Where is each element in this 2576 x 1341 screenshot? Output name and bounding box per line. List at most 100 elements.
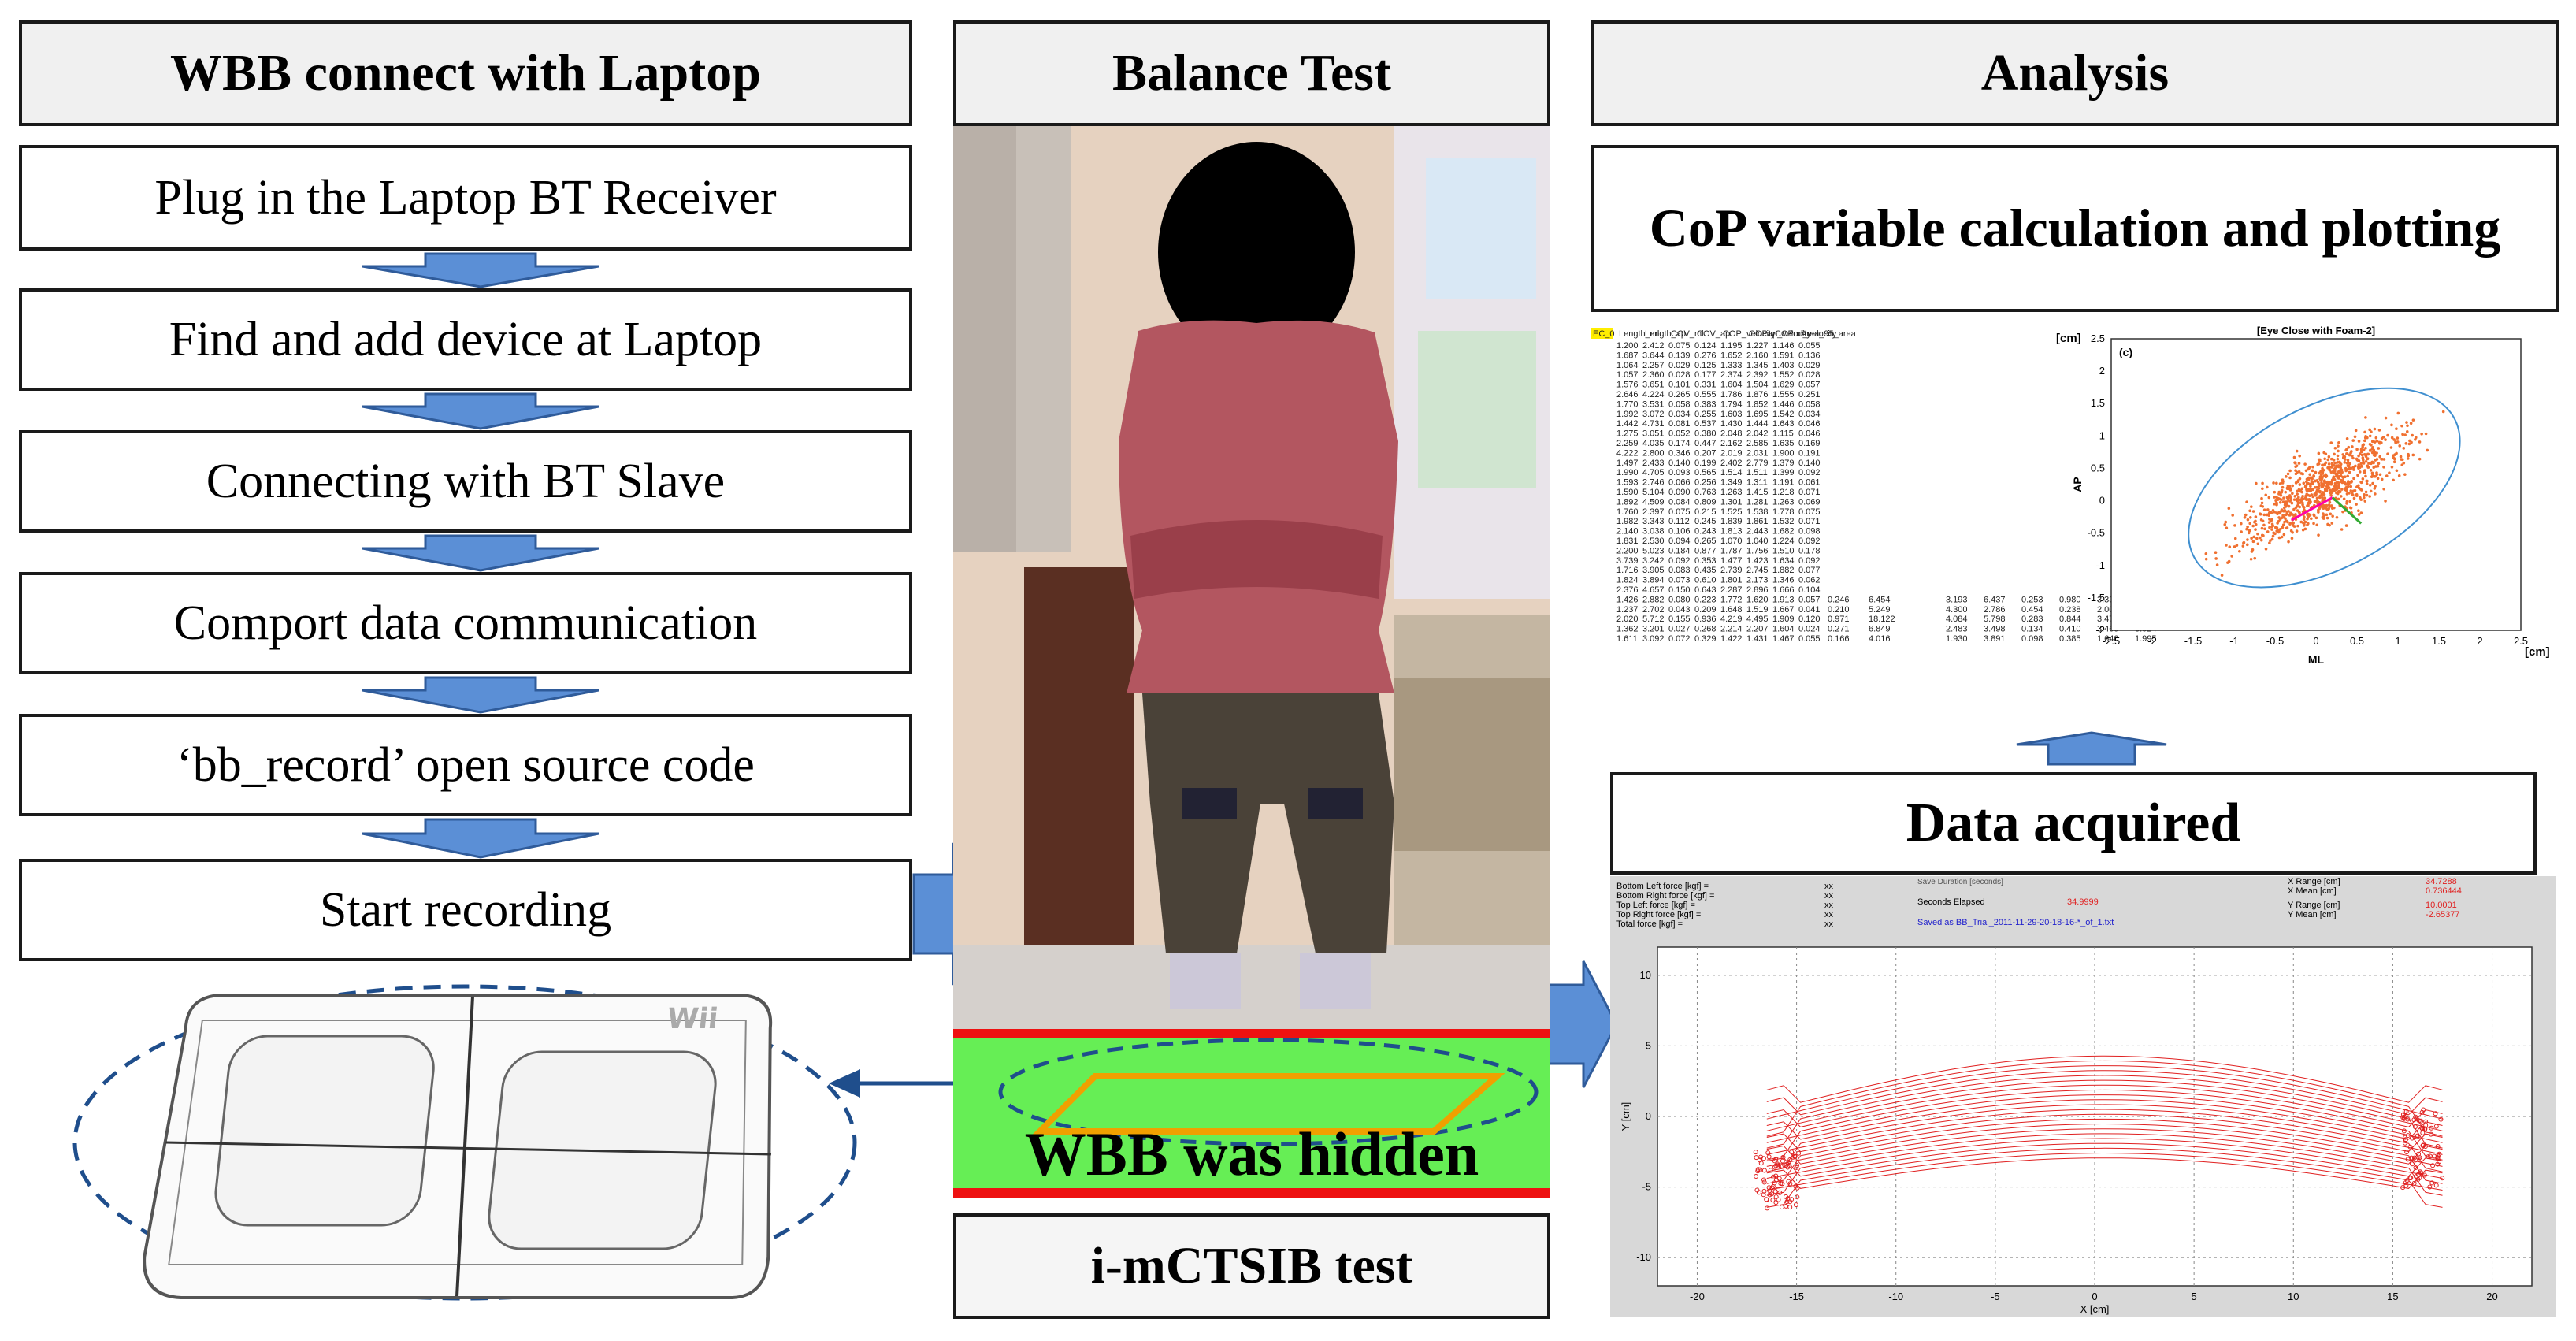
scatter-point bbox=[2276, 512, 2279, 516]
scatter-point bbox=[2372, 466, 2376, 470]
scatter-point bbox=[2254, 522, 2258, 526]
table-cell: 1.861 bbox=[1746, 517, 1769, 526]
y-tick-label: -0.5 bbox=[2088, 527, 2105, 539]
table-cell: 2.746 bbox=[1642, 478, 1665, 488]
scatter-point bbox=[2395, 469, 2399, 473]
table-header: COPml_velocity bbox=[1775, 329, 1837, 339]
scatter-point bbox=[2263, 527, 2266, 531]
table-cell: 0.447 bbox=[1694, 439, 1717, 448]
scatter-point bbox=[2411, 453, 2415, 457]
table-cell: 2.173 bbox=[1746, 576, 1769, 585]
table-cell: 1.431 bbox=[1746, 634, 1769, 644]
scatter-point bbox=[2291, 513, 2294, 516]
table-cell: 0.092 bbox=[1798, 556, 1821, 566]
trace-line bbox=[1766, 1089, 2443, 1161]
scatter-point bbox=[2343, 475, 2347, 479]
scatter-point bbox=[2337, 486, 2340, 490]
scatter-point bbox=[2390, 423, 2393, 427]
scatter-point bbox=[2315, 496, 2319, 500]
table-cell: 0.052 bbox=[1668, 429, 1691, 439]
scatter-point bbox=[2314, 516, 2318, 520]
trace-point bbox=[2422, 1144, 2428, 1150]
table-cell: 3.739 bbox=[1616, 556, 1639, 566]
table-cell: 0.034 bbox=[1798, 410, 1821, 419]
scatter-point bbox=[2324, 489, 2327, 492]
scatter-point bbox=[2316, 462, 2319, 466]
table-cell: 0.090 bbox=[1668, 488, 1691, 497]
scatter-point bbox=[2329, 482, 2333, 486]
trace-line bbox=[1766, 1075, 2443, 1149]
scatter-point bbox=[2296, 470, 2299, 474]
scatter-point bbox=[2375, 473, 2379, 477]
scatter-point bbox=[2317, 511, 2320, 514]
scatter-point bbox=[2307, 522, 2310, 526]
scatter-point bbox=[2315, 523, 2319, 527]
scatter-point bbox=[2330, 465, 2334, 469]
table-cell: 2.020 bbox=[1616, 615, 1639, 624]
x-tick-label: 15 bbox=[2387, 1291, 2398, 1302]
table-cell: 0.058 bbox=[1798, 399, 1821, 409]
table-cell: 0.209 bbox=[1694, 605, 1717, 615]
scatter-point bbox=[2346, 461, 2350, 464]
table-cell: 4.016 bbox=[1869, 634, 1891, 644]
trace-point bbox=[1793, 1202, 1798, 1208]
table-cell: 2.739 bbox=[1720, 566, 1743, 575]
trace-point bbox=[1773, 1200, 1779, 1205]
scatter-point bbox=[2368, 442, 2372, 446]
scatter-point bbox=[2298, 483, 2302, 486]
table-cell: 1.992 bbox=[1616, 410, 1639, 419]
scatter-point bbox=[2254, 528, 2257, 531]
scatter-point bbox=[2223, 522, 2227, 526]
scatter-point bbox=[2351, 445, 2354, 448]
scatter-point bbox=[2275, 496, 2278, 499]
x-tick-label: 0 bbox=[2313, 635, 2318, 647]
trace-line bbox=[1766, 1152, 2443, 1191]
table-cell: 1.519 bbox=[1746, 605, 1769, 615]
table-cell: 0.385 bbox=[2059, 634, 2081, 644]
table-cell: 1.900 bbox=[1772, 448, 1795, 458]
scatter-point bbox=[2285, 526, 2289, 529]
trace-point bbox=[1789, 1150, 1795, 1155]
trace-line bbox=[1766, 1055, 2443, 1103]
scatter-point bbox=[2329, 457, 2333, 461]
table-cell: 1.813 bbox=[1720, 527, 1743, 537]
y-tick-label: 2 bbox=[2099, 365, 2105, 377]
table-cell: 1.532 bbox=[1772, 517, 1795, 526]
table-cell: 1.778 bbox=[1772, 507, 1795, 517]
scatter-point bbox=[2301, 495, 2304, 498]
scatter-point bbox=[2328, 468, 2332, 472]
table-cell: 1.794 bbox=[1720, 399, 1743, 409]
table-cell: 2.374 bbox=[1720, 370, 1743, 380]
scatter-point bbox=[2322, 493, 2325, 497]
table-cell: 1.852 bbox=[1746, 399, 1769, 409]
scatter-point bbox=[2225, 544, 2228, 547]
scatter-point bbox=[2268, 526, 2271, 529]
table-cell: 0.980 bbox=[2059, 595, 2081, 604]
trace-point bbox=[1779, 1205, 1784, 1210]
scatter-point bbox=[2359, 450, 2363, 454]
scatter-point bbox=[2335, 515, 2339, 519]
table-cell: 1.666 bbox=[1772, 585, 1795, 595]
scatter-point bbox=[2364, 474, 2367, 478]
scatter-point bbox=[2285, 495, 2289, 499]
trace-point bbox=[1755, 1167, 1761, 1172]
right-column-title: Analysis bbox=[1591, 20, 2559, 126]
scatter-point bbox=[2204, 557, 2208, 561]
scatter-point bbox=[2325, 516, 2329, 520]
scatter-point bbox=[2373, 487, 2377, 490]
scatter-point bbox=[2343, 461, 2347, 464]
trace-line bbox=[1766, 1060, 2443, 1137]
scatter-point bbox=[2245, 543, 2249, 547]
trace-line bbox=[1766, 1113, 2443, 1153]
scatter-point bbox=[2368, 483, 2372, 487]
scatter-point bbox=[2339, 480, 2343, 484]
trace-point bbox=[1780, 1154, 1786, 1160]
scatter-point bbox=[2382, 465, 2385, 469]
force-value: xx bbox=[1824, 910, 1834, 919]
table-cell: 0.346 bbox=[1668, 448, 1691, 458]
trace-y-axis-label: Y [cm] bbox=[1620, 1102, 1631, 1131]
table-cell: 1.146 bbox=[1772, 341, 1795, 351]
scatter-point bbox=[2268, 518, 2271, 521]
table-cell: 2.360 bbox=[1642, 370, 1665, 380]
x-tick-label: 2.5 bbox=[2514, 635, 2528, 647]
